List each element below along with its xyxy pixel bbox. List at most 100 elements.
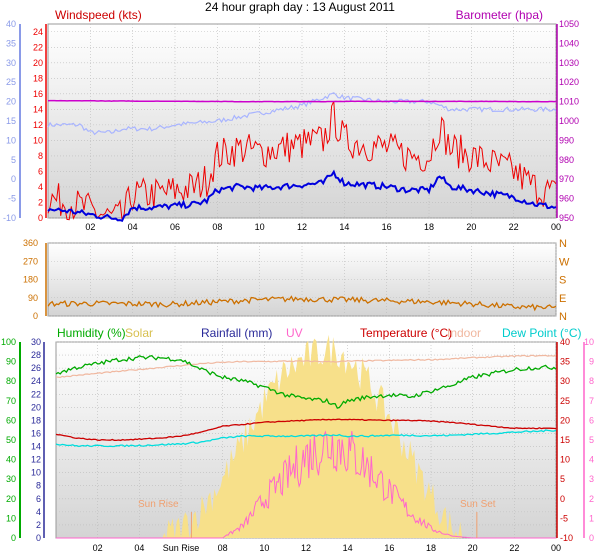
rainfall-tick-label: 8 xyxy=(36,481,41,491)
wind-panel-series xyxy=(47,92,557,223)
direction-compass-tick-label: E xyxy=(559,293,566,305)
uv-line xyxy=(56,430,556,539)
rainfall-tick-label: 24 xyxy=(31,376,41,386)
temperature-tick-label: 40 xyxy=(560,337,570,347)
temperature-tick-label: 30 xyxy=(560,376,570,386)
wind-left-tick-label: -5 xyxy=(8,194,16,204)
barometer-tick-label: 990 xyxy=(559,135,574,145)
uv-tick-label: 7 xyxy=(589,396,594,406)
temperature-legend: Temperature (°C) xyxy=(360,326,452,340)
direction-degree-tick-label: 180 xyxy=(23,275,38,285)
temperature-tick-label: 35 xyxy=(560,357,570,367)
barometer-trend-line xyxy=(47,92,557,136)
humidity-x-tick-label: 18 xyxy=(426,543,436,553)
wind-panel-axes: 02 04 06 08 10 12 14 16 18 20 22 002422201816141210… xyxy=(3,19,579,232)
humidity-legend: Humidity (%) xyxy=(57,326,126,340)
windspeed-tick-label: 8 xyxy=(38,151,43,161)
rainfall-tick-label: 2 xyxy=(36,520,41,530)
wind-x-tick-label: 12 xyxy=(297,222,307,232)
wind-direction-line xyxy=(47,295,557,312)
wind-left-tick-label: 30 xyxy=(6,58,16,68)
humidity-tick-label: 20 xyxy=(6,494,16,504)
temperature-tick-label: 25 xyxy=(560,396,570,406)
sun-set-annotation: Sun Set xyxy=(460,499,496,510)
wind-x-tick-label: 16 xyxy=(382,222,392,232)
chart-title: 24 hour graph day : 13 August 2011 xyxy=(205,0,395,14)
barometer-tick-label: 1040 xyxy=(559,38,579,48)
wind-x-tick-label: 22 xyxy=(509,222,519,232)
temperature-tick-label: -5 xyxy=(560,513,568,523)
humidity-x-tick-label: 12 xyxy=(301,543,311,553)
rainfall-tick-label: 30 xyxy=(31,337,41,347)
humidity-x-tick-label: 08 xyxy=(218,543,228,553)
uv-tick-label: 2 xyxy=(589,494,594,504)
wind-x-tick-label: 18 xyxy=(424,222,434,232)
barometer-tick-label: 1000 xyxy=(559,116,579,126)
rainfall-tick-label: 6 xyxy=(36,494,41,504)
barometer-legend: Barometer (hpa) xyxy=(456,8,543,22)
uv-tick-label: 10 xyxy=(584,337,594,347)
wind-x-tick-label: 02 xyxy=(85,222,95,232)
barometer-tick-label: 950 xyxy=(559,213,574,223)
windspeed-tick-label: 16 xyxy=(33,89,43,99)
uv-tick-label: 0 xyxy=(589,533,594,543)
temperature-tick-label: -10 xyxy=(560,533,573,543)
humidity-tick-label: 100 xyxy=(1,337,16,347)
uv-tick-label: 3 xyxy=(589,474,594,484)
direction-degree-tick-label: 270 xyxy=(23,256,38,266)
wind-left-tick-label: 25 xyxy=(6,77,16,87)
windspeed-tick-label: 12 xyxy=(33,120,43,130)
wind-x-tick-label: 00 xyxy=(551,222,561,232)
direction-degree-tick-label: 360 xyxy=(23,238,38,248)
humidity-x-tick-label: 16 xyxy=(384,543,394,553)
windspeed-tick-label: 4 xyxy=(38,182,43,192)
direction-compass-tick-label: N xyxy=(559,311,567,323)
wind-x-tick-label: 14 xyxy=(339,222,349,232)
wind-left-tick-label: 20 xyxy=(6,97,16,107)
windspeed-tick-label: 20 xyxy=(33,58,43,68)
temperature-tick-label: 0 xyxy=(560,494,565,504)
barometer-tick-label: 980 xyxy=(559,155,574,165)
barometer-tick-label: 1010 xyxy=(559,97,579,107)
wind-left-tick-label: 15 xyxy=(6,116,16,126)
wind-x-tick-label: 04 xyxy=(128,222,138,232)
wind-x-tick-label: 06 xyxy=(170,222,180,232)
windspeed-tick-label: 0 xyxy=(38,213,43,223)
wind-left-tick-label: 5 xyxy=(11,155,16,165)
rainfall-tick-label: 10 xyxy=(31,468,41,478)
direction-compass-tick-label: S xyxy=(559,275,566,287)
humidity-tick-label: 0 xyxy=(11,533,16,543)
rainfall-tick-label: 14 xyxy=(31,442,41,452)
rainfall-tick-label: 20 xyxy=(31,402,41,412)
wind-left-tick-label: 0 xyxy=(11,174,16,184)
windspeed-legend: Windspeed (kts) xyxy=(55,8,142,22)
temperature-tick-label: 20 xyxy=(560,415,570,425)
barometer-tick-label: 970 xyxy=(559,174,574,184)
barometer-tick-label: 1050 xyxy=(559,19,579,29)
wind-left-tick-label: 40 xyxy=(6,19,16,29)
wind-left-tick-label: 10 xyxy=(6,135,16,145)
humidity-x-tick-label: 02 xyxy=(93,543,103,553)
direction-degree-tick-label: 0 xyxy=(33,311,38,321)
rainfall-tick-label: 16 xyxy=(31,428,41,438)
windspeed-gust-line xyxy=(47,100,557,221)
uv-tick-label: 5 xyxy=(589,435,594,445)
uv-tick-label: 1 xyxy=(589,513,594,523)
temperature-line xyxy=(55,418,557,442)
humidity-tick-label: 50 xyxy=(6,435,16,445)
humidity-x-tick-label: 00 xyxy=(551,543,561,553)
humidity-panel-axes: 02 04 Sun Rise 08 10 12 14 16 18 20 22 003028262422… xyxy=(1,337,594,553)
temperature-tick-label: 10 xyxy=(560,455,570,465)
temperature-tick-label: 5 xyxy=(560,474,565,484)
direction-compass-tick-label: N xyxy=(559,238,567,250)
sun-rise-annotation: Sun Rise xyxy=(138,499,179,510)
humidity-line xyxy=(55,354,557,409)
humidity-tick-label: 90 xyxy=(6,357,16,367)
humidity-x-tick-label: 10 xyxy=(259,543,269,553)
humidity-x-tick-label: 14 xyxy=(343,543,353,553)
windspeed-tick-label: 10 xyxy=(33,135,43,145)
barometer-tick-label: 1030 xyxy=(559,58,579,68)
rainfall-tick-label: 18 xyxy=(31,415,41,425)
rainfall-tick-label: 0 xyxy=(36,533,41,543)
